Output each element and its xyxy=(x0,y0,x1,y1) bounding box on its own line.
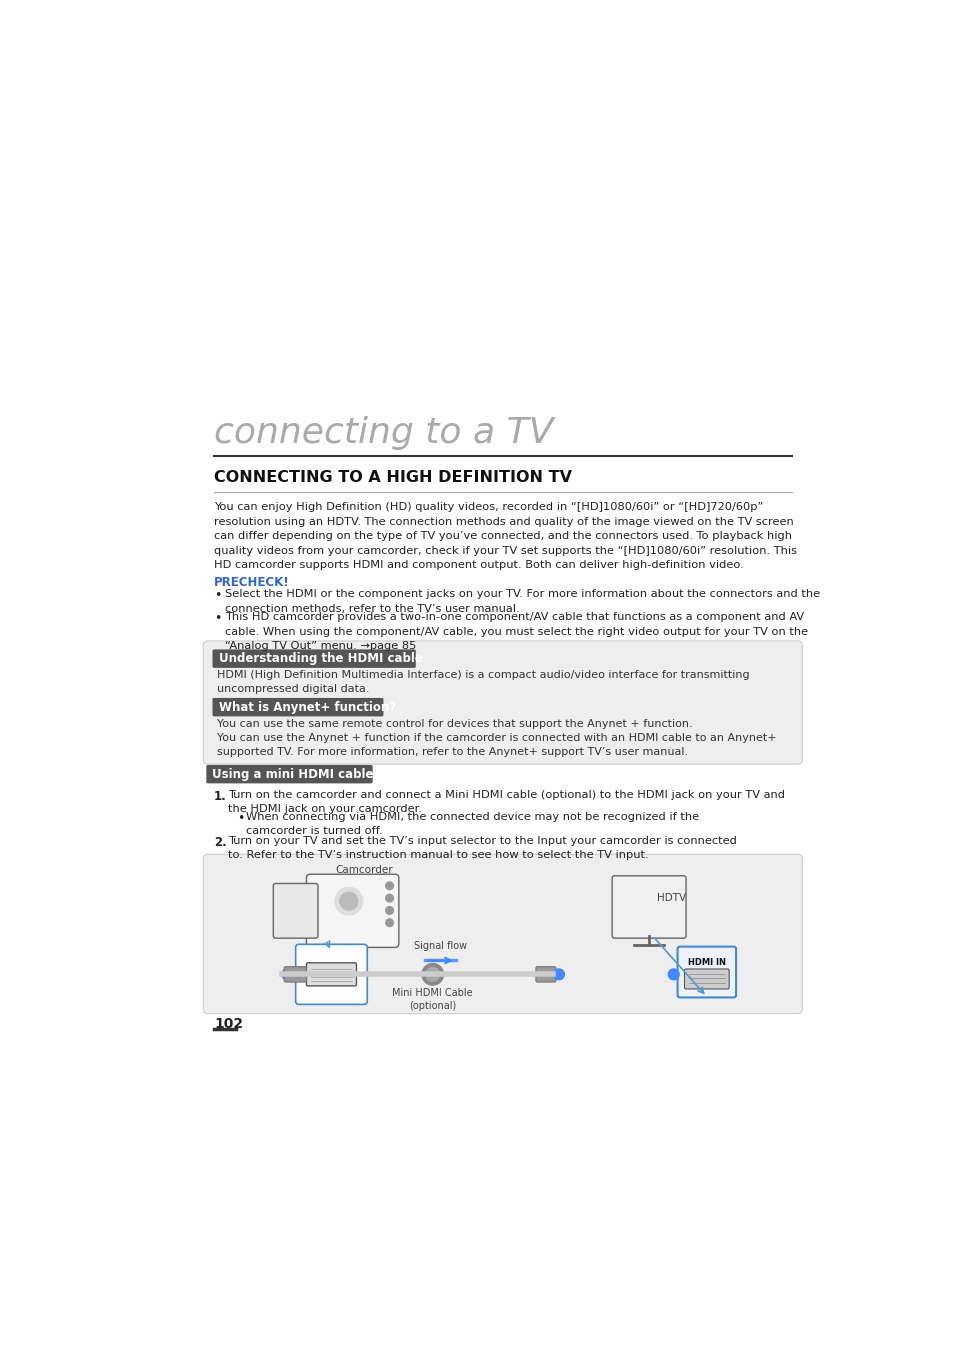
Text: Understanding the HDMI cable: Understanding the HDMI cable xyxy=(218,652,422,666)
Text: CONNECTING TO A HIGH DEFINITION TV: CONNECTING TO A HIGH DEFINITION TV xyxy=(213,470,572,485)
Text: connecting to a TV: connecting to a TV xyxy=(213,416,553,450)
Circle shape xyxy=(281,969,293,980)
FancyBboxPatch shape xyxy=(203,641,801,764)
Text: When connecting via HDMI, the connected device may not be recognized if the
camc: When connecting via HDMI, the connected … xyxy=(246,811,699,836)
Text: Signal flow: Signal flow xyxy=(414,941,466,952)
Text: HDMI (High Definition Multimedia Interface) is a compact audio/video interface f: HDMI (High Definition Multimedia Interfa… xyxy=(217,670,749,694)
Circle shape xyxy=(385,882,393,890)
FancyBboxPatch shape xyxy=(677,946,736,998)
Circle shape xyxy=(385,894,393,902)
Text: Using a mini HDMI cable: Using a mini HDMI cable xyxy=(213,768,374,780)
FancyBboxPatch shape xyxy=(306,875,398,948)
FancyBboxPatch shape xyxy=(213,698,383,717)
Circle shape xyxy=(668,969,679,980)
Text: •: • xyxy=(213,590,221,602)
Text: PRECHECK!: PRECHECK! xyxy=(213,576,290,589)
Text: •: • xyxy=(237,811,244,825)
Circle shape xyxy=(421,964,443,986)
Circle shape xyxy=(385,907,393,914)
Circle shape xyxy=(339,892,357,910)
Text: Mini HDMI Cable
(optional): Mini HDMI Cable (optional) xyxy=(392,988,473,1011)
Circle shape xyxy=(425,968,439,981)
Text: HDMI IN: HDMI IN xyxy=(687,958,725,967)
Text: You can enjoy High Definition (HD) quality videos, recorded in “[HD]1080/60i” or: You can enjoy High Definition (HD) quali… xyxy=(213,502,796,570)
FancyBboxPatch shape xyxy=(536,967,556,981)
FancyBboxPatch shape xyxy=(306,963,356,986)
Text: Camcorder: Camcorder xyxy=(335,865,393,875)
FancyBboxPatch shape xyxy=(206,765,373,783)
Circle shape xyxy=(385,919,393,926)
FancyBboxPatch shape xyxy=(684,969,728,990)
FancyBboxPatch shape xyxy=(274,883,317,938)
Text: Turn on the camcorder and connect a Mini HDMI cable (optional) to the HDMI jack : Turn on the camcorder and connect a Mini… xyxy=(228,790,784,814)
Text: Select the HDMI or the component jacks on your TV. For more information about th: Select the HDMI or the component jacks o… xyxy=(225,590,819,614)
FancyBboxPatch shape xyxy=(213,649,416,668)
FancyBboxPatch shape xyxy=(612,876,685,938)
Text: 2.: 2. xyxy=(213,836,227,849)
Text: Turn on your TV and set the TV’s input selector to the Input your camcorder is c: Turn on your TV and set the TV’s input s… xyxy=(228,836,736,860)
Text: 1.: 1. xyxy=(213,790,227,802)
FancyBboxPatch shape xyxy=(295,944,367,1004)
Circle shape xyxy=(553,969,564,980)
Text: HDTV: HDTV xyxy=(656,894,685,903)
Text: This HD camcorder provides a two-in-one component/AV cable that functions as a c: This HD camcorder provides a two-in-one … xyxy=(225,613,807,651)
FancyBboxPatch shape xyxy=(284,967,306,981)
FancyBboxPatch shape xyxy=(203,855,801,1014)
Text: 102: 102 xyxy=(213,1017,243,1030)
Circle shape xyxy=(335,887,362,915)
Text: What is Anynet+ function?: What is Anynet+ function? xyxy=(218,701,395,714)
Text: •: • xyxy=(213,613,221,625)
Text: You can use the same remote control for devices that support the Anynet + functi: You can use the same remote control for … xyxy=(217,718,776,757)
